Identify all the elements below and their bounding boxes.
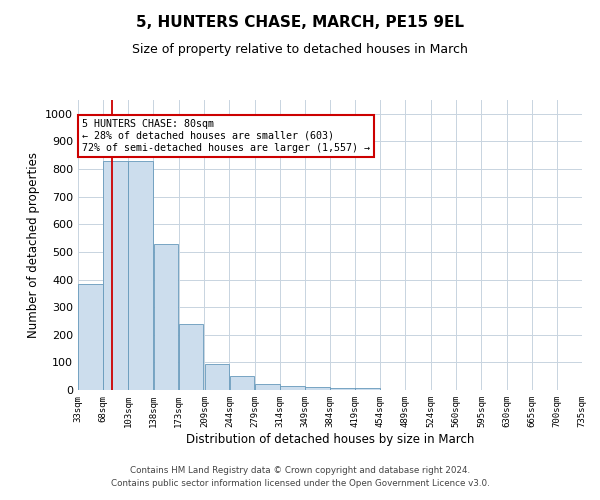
Bar <box>330 388 355 390</box>
Bar <box>280 386 305 390</box>
Text: Contains HM Land Registry data © Crown copyright and database right 2024.
Contai: Contains HM Land Registry data © Crown c… <box>110 466 490 487</box>
X-axis label: Distribution of detached houses by size in March: Distribution of detached houses by size … <box>186 432 474 446</box>
Text: 5 HUNTERS CHASE: 80sqm
← 28% of detached houses are smaller (603)
72% of semi-de: 5 HUNTERS CHASE: 80sqm ← 28% of detached… <box>82 120 370 152</box>
Bar <box>154 244 178 390</box>
Y-axis label: Number of detached properties: Number of detached properties <box>26 152 40 338</box>
Bar <box>305 387 330 390</box>
Bar <box>205 364 229 390</box>
Bar <box>128 161 153 390</box>
Bar <box>179 324 203 390</box>
Bar <box>230 376 254 390</box>
Bar <box>355 388 380 390</box>
Bar <box>255 384 280 390</box>
Text: 5, HUNTERS CHASE, MARCH, PE15 9EL: 5, HUNTERS CHASE, MARCH, PE15 9EL <box>136 15 464 30</box>
Bar <box>78 284 103 390</box>
Text: Size of property relative to detached houses in March: Size of property relative to detached ho… <box>132 42 468 56</box>
Bar <box>103 161 128 390</box>
